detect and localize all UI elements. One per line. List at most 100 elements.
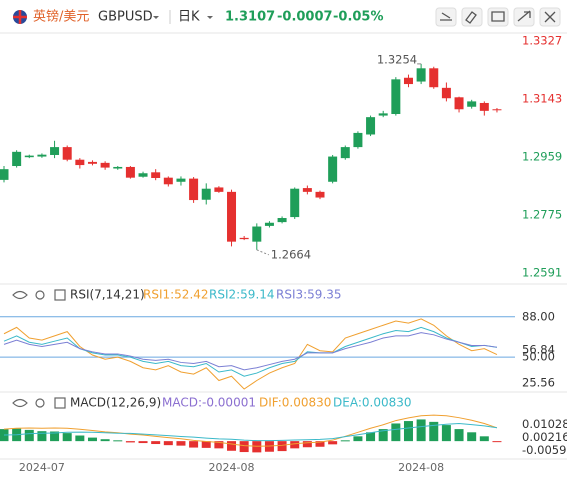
box-icon[interactable] (54, 397, 66, 409)
min-annotation: 1.2664 (271, 247, 311, 261)
macd-bar (378, 429, 388, 442)
macd-bar (37, 431, 47, 442)
candle-body (125, 166, 135, 178)
y-tick-label: 50.00 (522, 350, 555, 364)
eye-icon[interactable] (12, 290, 28, 300)
candle-body (227, 191, 237, 242)
symbol[interactable]: GBPUSD (98, 10, 153, 25)
x-tick-label: 2024-08 (209, 461, 255, 474)
y-tick-label: 1.2775 (522, 207, 562, 221)
candle-body (479, 102, 489, 111)
candle-body (366, 117, 376, 135)
candle-body (302, 188, 312, 192)
max-annotation: 1.3254 (377, 52, 417, 66)
dropdown-arrow[interactable] (207, 16, 213, 19)
gear-icon[interactable] (35, 290, 45, 300)
macd-bar (391, 423, 401, 442)
box-icon[interactable] (54, 289, 66, 301)
candle-body (37, 154, 47, 157)
candle-body (189, 178, 199, 201)
macd-bar (290, 441, 300, 449)
legend-label: RSI2:59.14 (209, 288, 275, 302)
y-tick-label: 1.2959 (522, 149, 562, 163)
candle-body (113, 166, 123, 169)
candle-body (50, 147, 60, 155)
y-tick-label: 1.3143 (522, 91, 562, 105)
y-tick-label: 56.84 (522, 342, 555, 356)
macd-line (3, 414, 498, 447)
candle-body (87, 161, 97, 164)
candle-body (391, 79, 401, 115)
candle-body (252, 226, 262, 242)
y-tick-label: 0.01028 (522, 417, 567, 431)
dropdown-arrow[interactable] (153, 16, 159, 19)
candle-body (429, 68, 439, 88)
candle-body (163, 177, 173, 185)
macd-bar (277, 441, 287, 452)
y-tick-label: -0.00596 (522, 443, 567, 457)
macd-bar (75, 435, 85, 442)
candle-body (138, 173, 148, 177)
indicator-title: MACD(12,26,9) (70, 396, 161, 410)
candle-body (201, 188, 211, 200)
candle-body (24, 155, 34, 158)
panel-icons (12, 289, 66, 409)
candle-body (176, 178, 186, 182)
candle-body (12, 151, 22, 167)
macd-bar (353, 436, 363, 442)
y-tick-label: 1.3327 (522, 33, 562, 47)
candle-body (492, 109, 502, 111)
macd-bar (62, 433, 72, 442)
candle-body (416, 68, 426, 82)
tool-button[interactable] (461, 7, 483, 27)
macd-bar (201, 441, 211, 448)
legend-label: DIF:0.00830 (259, 396, 331, 410)
x-tick-label: 2024-07 (19, 461, 65, 474)
macd-bar (467, 432, 477, 442)
macd-bar (151, 441, 161, 445)
macd-bar (315, 441, 325, 447)
macd-bar (125, 441, 135, 443)
candle-body (277, 218, 287, 223)
eye-icon[interactable] (12, 398, 28, 408)
candle-body (353, 132, 363, 148)
candle-body (467, 101, 477, 107)
candle-body (0, 169, 9, 180)
y-tick-label: 88.00 (522, 309, 555, 323)
tool-button[interactable] (435, 7, 457, 27)
candle-body (328, 156, 338, 182)
macd-bar (24, 429, 34, 442)
gear-icon[interactable] (35, 398, 45, 408)
change: -0.0007 (277, 10, 333, 25)
rsi-line (3, 332, 498, 371)
macd-bar (87, 437, 97, 442)
candle-body (239, 237, 249, 240)
candle-body (441, 87, 451, 99)
period[interactable]: 日K (178, 10, 200, 25)
candle-body (340, 147, 350, 159)
pair-name[interactable]: 英镑/美元 (33, 9, 89, 25)
tool-button[interactable] (487, 7, 509, 27)
candle-body (454, 97, 464, 110)
macd-bar (416, 419, 426, 442)
rsi-line (3, 326, 498, 377)
macd-bar (403, 421, 413, 442)
candle-body (290, 188, 300, 218)
legend-label: RSI3:59.35 (276, 288, 342, 302)
macd-line (3, 422, 498, 442)
y-tick-label: 25.56 (522, 376, 555, 390)
macd-bar (239, 441, 249, 453)
change-pct: -0.05% (333, 10, 384, 25)
tool-button[interactable] (513, 7, 535, 27)
legend-label: DEA:0.00830 (333, 396, 412, 410)
macd-bar (100, 439, 110, 442)
y-tick-label: 1.2591 (522, 265, 562, 279)
macd-bar (479, 436, 489, 442)
candle-body (151, 172, 161, 178)
macd-bar (454, 429, 464, 442)
macd-bar (163, 441, 173, 446)
macd-bar (189, 441, 199, 448)
